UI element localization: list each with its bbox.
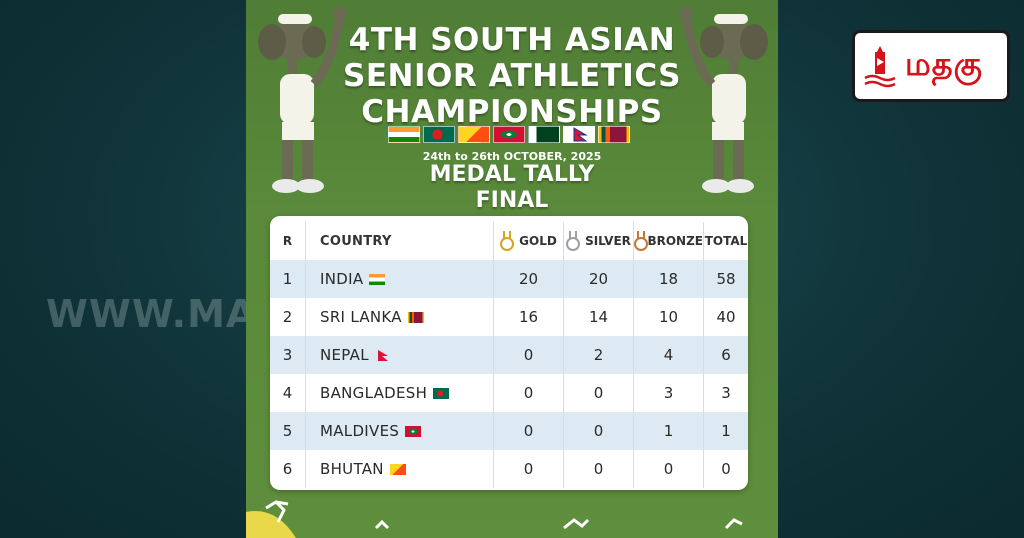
gold-cell: 0 (493, 450, 563, 488)
gold-cell: 0 (493, 336, 563, 374)
gold-cell: 0 (493, 374, 563, 412)
bhutan-flag-icon (389, 463, 406, 475)
event-dates: 24th to 26th OCTOBER, 2025 (422, 150, 602, 163)
country-cell: BHUTAN (305, 450, 493, 488)
pakistan-flag-icon (528, 126, 560, 143)
country-cell: SRI LANKA (305, 298, 493, 336)
elephant-mascot-icon (258, 7, 347, 193)
table-row: 3 NEPAL 0 2 4 6 (270, 336, 748, 374)
bronze-cell: 10 (633, 298, 703, 336)
india-flag-icon (369, 273, 386, 285)
table-row: 2 SRI LANKA 16 14 10 40 (270, 298, 748, 336)
country-name: BANGLADESH (320, 384, 428, 402)
bronze-cell: 1 (633, 412, 703, 450)
header-silver-label: SILVER (585, 234, 631, 248)
rank-cell: 4 (282, 384, 293, 402)
table-row: 5 MALDIVES 0 0 1 1 (270, 412, 748, 450)
total-cell: 40 (703, 298, 748, 336)
country-cell: MALDIVES (305, 412, 493, 450)
total-cell: 0 (703, 450, 748, 488)
tally-line: MEDAL TALLY (429, 162, 595, 187)
bangladesh-flag-icon (423, 126, 455, 143)
maldives-flag-icon (493, 126, 525, 143)
silver-cell: 14 (563, 298, 633, 336)
silver-cell: 0 (563, 412, 633, 450)
tally-line: FINAL (475, 188, 549, 213)
bangladesh-flag-icon (433, 387, 450, 399)
site-logo[interactable]: மதகு (852, 30, 1010, 102)
india-flag-icon (388, 126, 420, 143)
bottom-decoration (246, 500, 743, 538)
header-gold: GOLD (493, 222, 563, 260)
srilanka-flag-icon (407, 311, 424, 323)
table-row: 4 BANGLADESH 0 0 3 3 (270, 374, 748, 412)
table-row: 6 BHUTAN 0 0 0 0 (270, 450, 748, 488)
gold-cell: 20 (493, 260, 563, 298)
logo-text: மதகு (905, 45, 983, 83)
rank-cell: 3 (282, 346, 293, 364)
header-country: COUNTRY (305, 222, 493, 260)
header-total: TOTAL (703, 222, 748, 260)
rank-cell: 5 (282, 422, 293, 440)
bronze-cell: 0 (633, 450, 703, 488)
silver-cell: 2 (563, 336, 633, 374)
lighthouse-play-icon (864, 46, 896, 88)
rank-cell: 1 (282, 270, 293, 288)
medal-tally-title: MEDAL TALLY FINAL (246, 162, 778, 214)
country-name: NEPAL (320, 346, 369, 364)
country-name: BHUTAN (320, 460, 384, 478)
total-cell: 58 (703, 260, 748, 298)
silver-medal-icon (566, 231, 581, 251)
silver-cell: 0 (563, 450, 633, 488)
table-header-row: R COUNTRY GOLD SILVER BRONZE TOTAL (270, 222, 748, 260)
silver-cell: 20 (563, 260, 633, 298)
country-name: INDIA (320, 270, 364, 288)
maldives-flag-icon (405, 425, 422, 437)
table-row: 1 INDIA 20 20 18 58 (270, 260, 748, 298)
gold-cell: 0 (493, 412, 563, 450)
country-name: SRI LANKA (320, 308, 402, 326)
title-line: SENIOR ATHLETICS (343, 58, 681, 94)
silver-cell: 0 (563, 374, 633, 412)
bhutan-flag-icon (458, 126, 490, 143)
rank-cell: 6 (282, 460, 293, 478)
nepal-flag-icon (563, 126, 595, 143)
header-gold-label: GOLD (519, 234, 557, 248)
header-bronze-label: BRONZE (647, 234, 703, 248)
country-cell: INDIA (305, 260, 493, 298)
title-line: CHAMPIONSHIPS (361, 94, 663, 130)
elephant-mascot-icon (679, 7, 768, 193)
gold-cell: 16 (493, 298, 563, 336)
header-rank: R (282, 234, 293, 248)
gold-medal-icon (500, 231, 515, 251)
total-cell: 3 (703, 374, 748, 412)
nepal-flag-icon (377, 349, 388, 361)
total-cell: 1 (703, 412, 748, 450)
poster-title: 4TH SOUTH ASIAN SENIOR ATHLETICS CHAMPIO… (246, 22, 778, 130)
country-name: MALDIVES (320, 422, 400, 440)
country-cell: BANGLADESH (305, 374, 493, 412)
bronze-cell: 3 (633, 374, 703, 412)
bronze-medal-icon (634, 231, 648, 251)
header-silver: SILVER (563, 222, 633, 260)
country-flags (388, 126, 638, 144)
medal-table: R COUNTRY GOLD SILVER BRONZE TOTAL 1 IND… (270, 216, 748, 490)
rank-cell: 2 (282, 308, 293, 326)
title-line: 4TH SOUTH ASIAN (348, 22, 676, 58)
total-cell: 6 (703, 336, 748, 374)
bronze-cell: 18 (633, 260, 703, 298)
bronze-cell: 4 (633, 336, 703, 374)
country-cell: NEPAL (305, 336, 493, 374)
runner-icon (265, 500, 289, 523)
srilanka-flag-icon (598, 126, 630, 143)
header-bronze: BRONZE (633, 222, 703, 260)
